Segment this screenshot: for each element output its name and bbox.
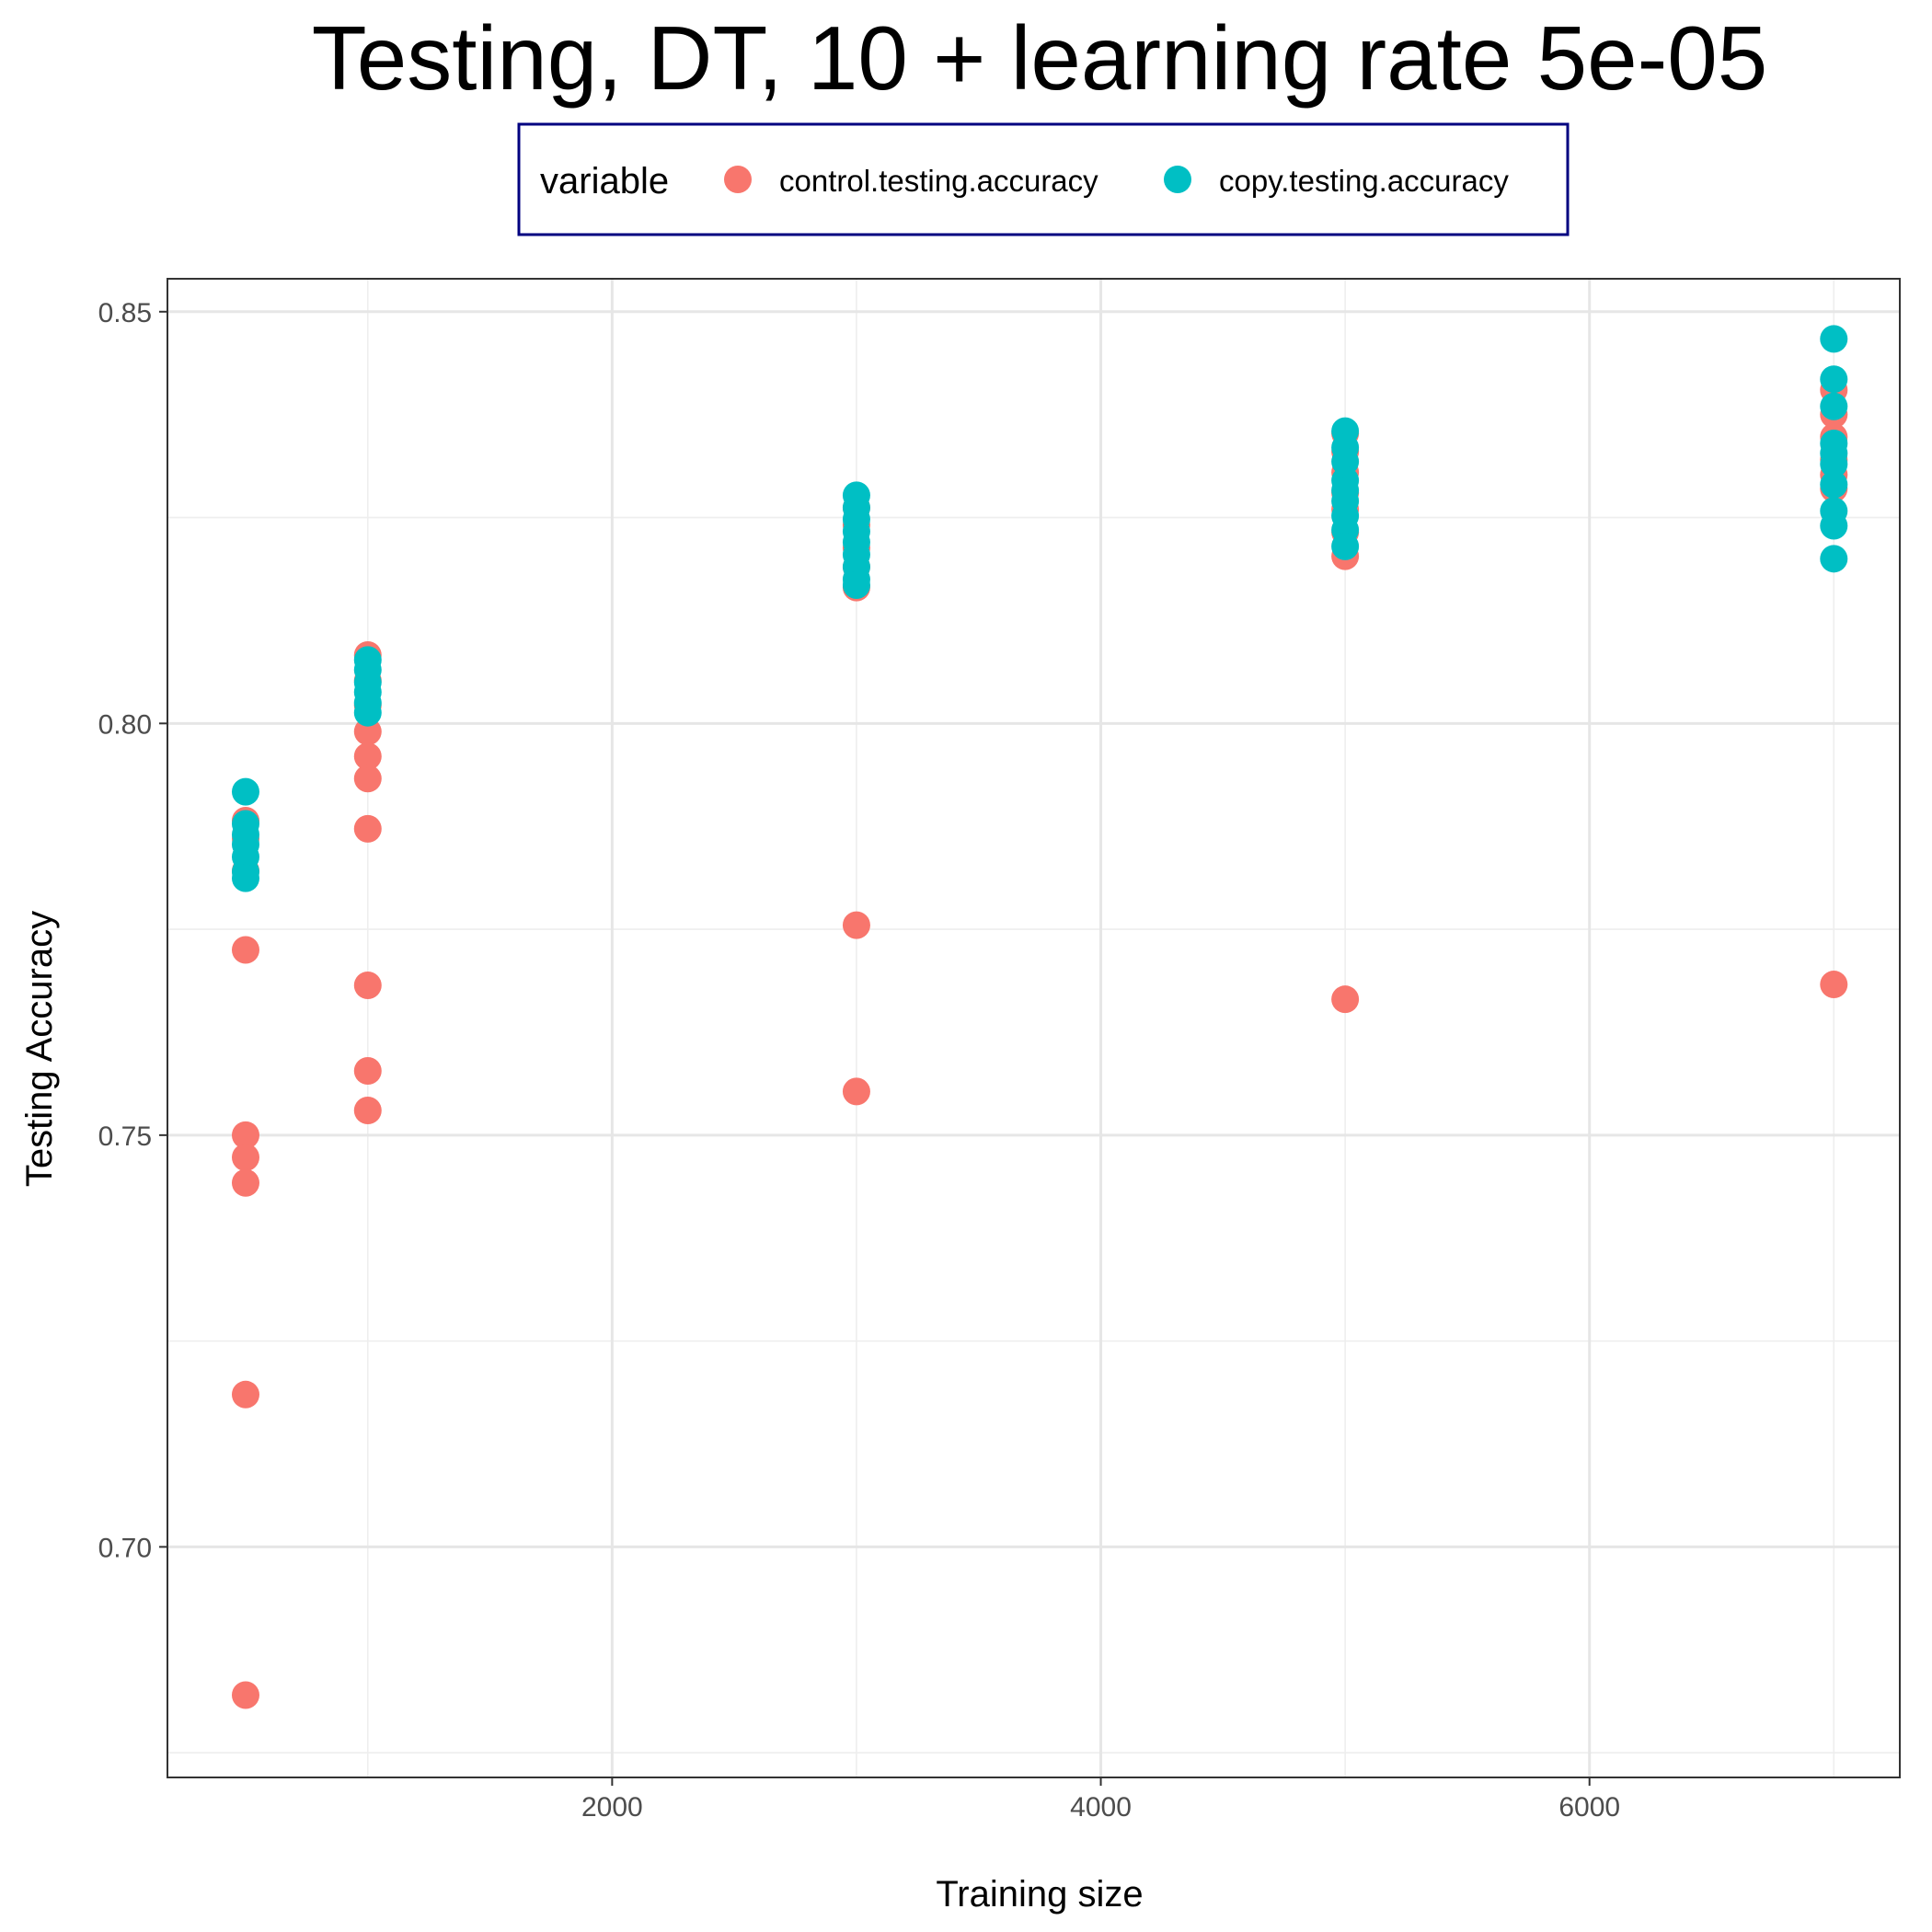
plot-panel: [167, 278, 1901, 1778]
y-axis-title: Testing Accuracy: [19, 911, 60, 1187]
point-copy: [1331, 447, 1360, 476]
point-copy: [1820, 325, 1848, 353]
x-axis: 2000 4000 6000: [581, 1777, 1620, 1823]
grid: [167, 279, 1900, 1777]
x-tick-label: 6000: [1558, 1792, 1620, 1823]
legend: variable control.testing.accuracy copy.t…: [517, 122, 1570, 236]
panel-border: [167, 278, 1901, 1778]
point-control: [231, 1681, 259, 1709]
point-control: [353, 742, 382, 771]
legend-key-control: [724, 166, 752, 193]
point-control: [231, 1380, 259, 1409]
point-control: [353, 814, 382, 843]
legend-label-control: control.testing.accuracy: [779, 164, 1098, 198]
point-control: [231, 1144, 259, 1172]
point-control: [1331, 985, 1360, 1014]
y-axis: 0.70 0.75 0.80 0.85: [98, 298, 167, 1563]
point-control: [231, 1168, 259, 1197]
point-copy: [1820, 365, 1848, 394]
point-copy: [842, 570, 870, 599]
y-tick-label: 0.70: [98, 1533, 152, 1563]
y-tick-label: 0.80: [98, 709, 152, 740]
point-copy: [1820, 450, 1848, 478]
chart-title: Testing, DT, 10 + learning rate 5e-05: [312, 7, 1768, 109]
legend-label-copy: copy.testing.accuracy: [1219, 164, 1509, 198]
point-copy: [231, 864, 259, 892]
x-tick-label: 2000: [581, 1792, 643, 1823]
y-tick-label: 0.85: [98, 298, 152, 328]
data-points: [231, 325, 1848, 1709]
legend-title: variable: [540, 161, 669, 201]
point-copy: [1820, 470, 1848, 499]
legend-key-copy: [1164, 166, 1191, 193]
point-control: [231, 1121, 259, 1149]
point-control: [842, 1077, 870, 1106]
point-control: [1820, 971, 1848, 999]
point-control: [353, 718, 382, 746]
point-copy: [231, 777, 259, 806]
point-control: [353, 765, 382, 793]
point-control: [231, 936, 259, 964]
point-copy: [1820, 545, 1848, 573]
point-control: [353, 971, 382, 999]
x-axis-title: Training size: [936, 1874, 1143, 1915]
point-copy: [1820, 512, 1848, 540]
point-copy: [353, 698, 382, 727]
point-control: [353, 1097, 382, 1125]
point-copy: [1820, 392, 1848, 420]
point-copy: [1331, 532, 1360, 560]
point-control: [353, 1057, 382, 1086]
legend-box: [517, 122, 1570, 236]
point-control: [842, 911, 870, 939]
y-tick-label: 0.75: [98, 1121, 152, 1152]
x-tick-label: 4000: [1070, 1792, 1132, 1823]
